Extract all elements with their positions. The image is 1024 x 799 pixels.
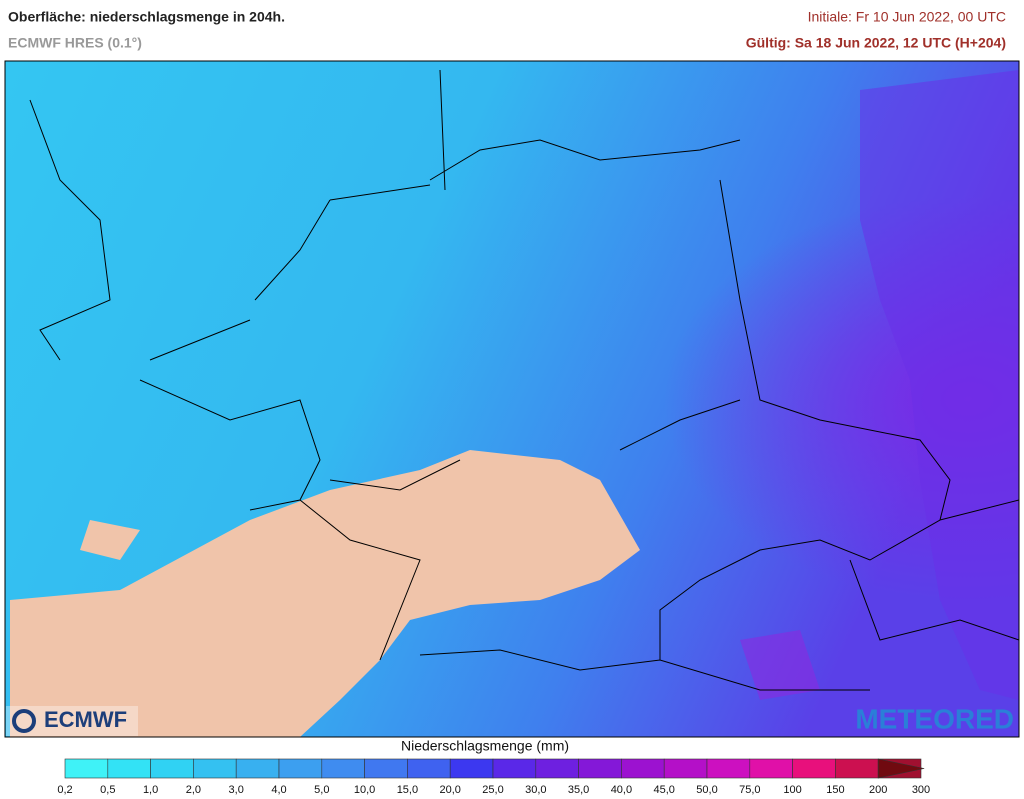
colorbar-label: 25,0 bbox=[482, 784, 503, 796]
color-swatch bbox=[663, 758, 708, 779]
colorbar-label: 5,0 bbox=[314, 784, 329, 796]
color-swatch bbox=[364, 758, 408, 779]
color-swatch bbox=[835, 758, 879, 779]
legend-title: Niederschlagsmenge (mm) bbox=[401, 738, 569, 754]
colorbar-label: 15,0 bbox=[397, 784, 418, 796]
colorbar-label: 0,2 bbox=[57, 784, 72, 796]
color-swatch bbox=[235, 758, 280, 779]
colorbar-label: 10,0 bbox=[354, 784, 375, 796]
color-swatch bbox=[407, 758, 451, 779]
colorbar-label: 0,5 bbox=[100, 784, 115, 796]
valid-time: Gültig: Sa 18 Jun 2022, 12 UTC (H+204) bbox=[746, 35, 1006, 51]
colorbar-label: 2,0 bbox=[186, 784, 201, 796]
colorbar-label: 20,0 bbox=[439, 784, 460, 796]
color-swatch bbox=[492, 758, 537, 779]
ecmwf-logo: ECMWF bbox=[44, 707, 127, 732]
colorbar-label: 150 bbox=[826, 784, 844, 796]
color-swatch bbox=[535, 758, 579, 779]
colorbar-label: 100 bbox=[783, 784, 801, 796]
colorbar-label: 1,0 bbox=[143, 784, 158, 796]
colorbar-label: 3,0 bbox=[229, 784, 244, 796]
colorbar-label: 75,0 bbox=[739, 784, 760, 796]
color-swatch bbox=[193, 758, 237, 779]
color-swatch bbox=[321, 758, 365, 779]
color-swatch bbox=[64, 758, 109, 779]
colorbar-label: 40,0 bbox=[611, 784, 632, 796]
color-swatch bbox=[107, 758, 151, 779]
color-swatch bbox=[749, 758, 793, 779]
colorbar: 0,2 0,5 1,0 2,0 3,0 4,0 5,0 10,0 15,0 20,0 25,0 30,… bbox=[57, 758, 930, 796]
color-swatch bbox=[706, 758, 751, 779]
colorbar-label: 4,0 bbox=[271, 784, 286, 796]
colorbar-label: 200 bbox=[869, 784, 887, 796]
map: ECMWF METEORED bbox=[4, 60, 1020, 738]
colorbar-label: 300 bbox=[912, 784, 930, 796]
color-swatch bbox=[150, 758, 194, 779]
color-swatch bbox=[621, 758, 665, 779]
color-swatch bbox=[278, 758, 323, 779]
meteored-logo: METEORED bbox=[855, 703, 1014, 734]
colorbar-label: 30,0 bbox=[525, 784, 546, 796]
map-title: Oberfläche: niederschlagsmenge in 204h. bbox=[8, 9, 285, 25]
model-name: ECMWF HRES (0.1°) bbox=[8, 35, 142, 51]
colorbar-label: 50,0 bbox=[696, 784, 717, 796]
color-swatch bbox=[578, 758, 622, 779]
color-swatch bbox=[449, 758, 494, 779]
colorbar-label: 35,0 bbox=[568, 784, 589, 796]
colorbar-label: 45,0 bbox=[653, 784, 674, 796]
init-time: Initiale: Fr 10 Jun 2022, 00 UTC bbox=[808, 9, 1006, 25]
color-swatch bbox=[792, 758, 836, 779]
color-arrow bbox=[877, 758, 925, 779]
